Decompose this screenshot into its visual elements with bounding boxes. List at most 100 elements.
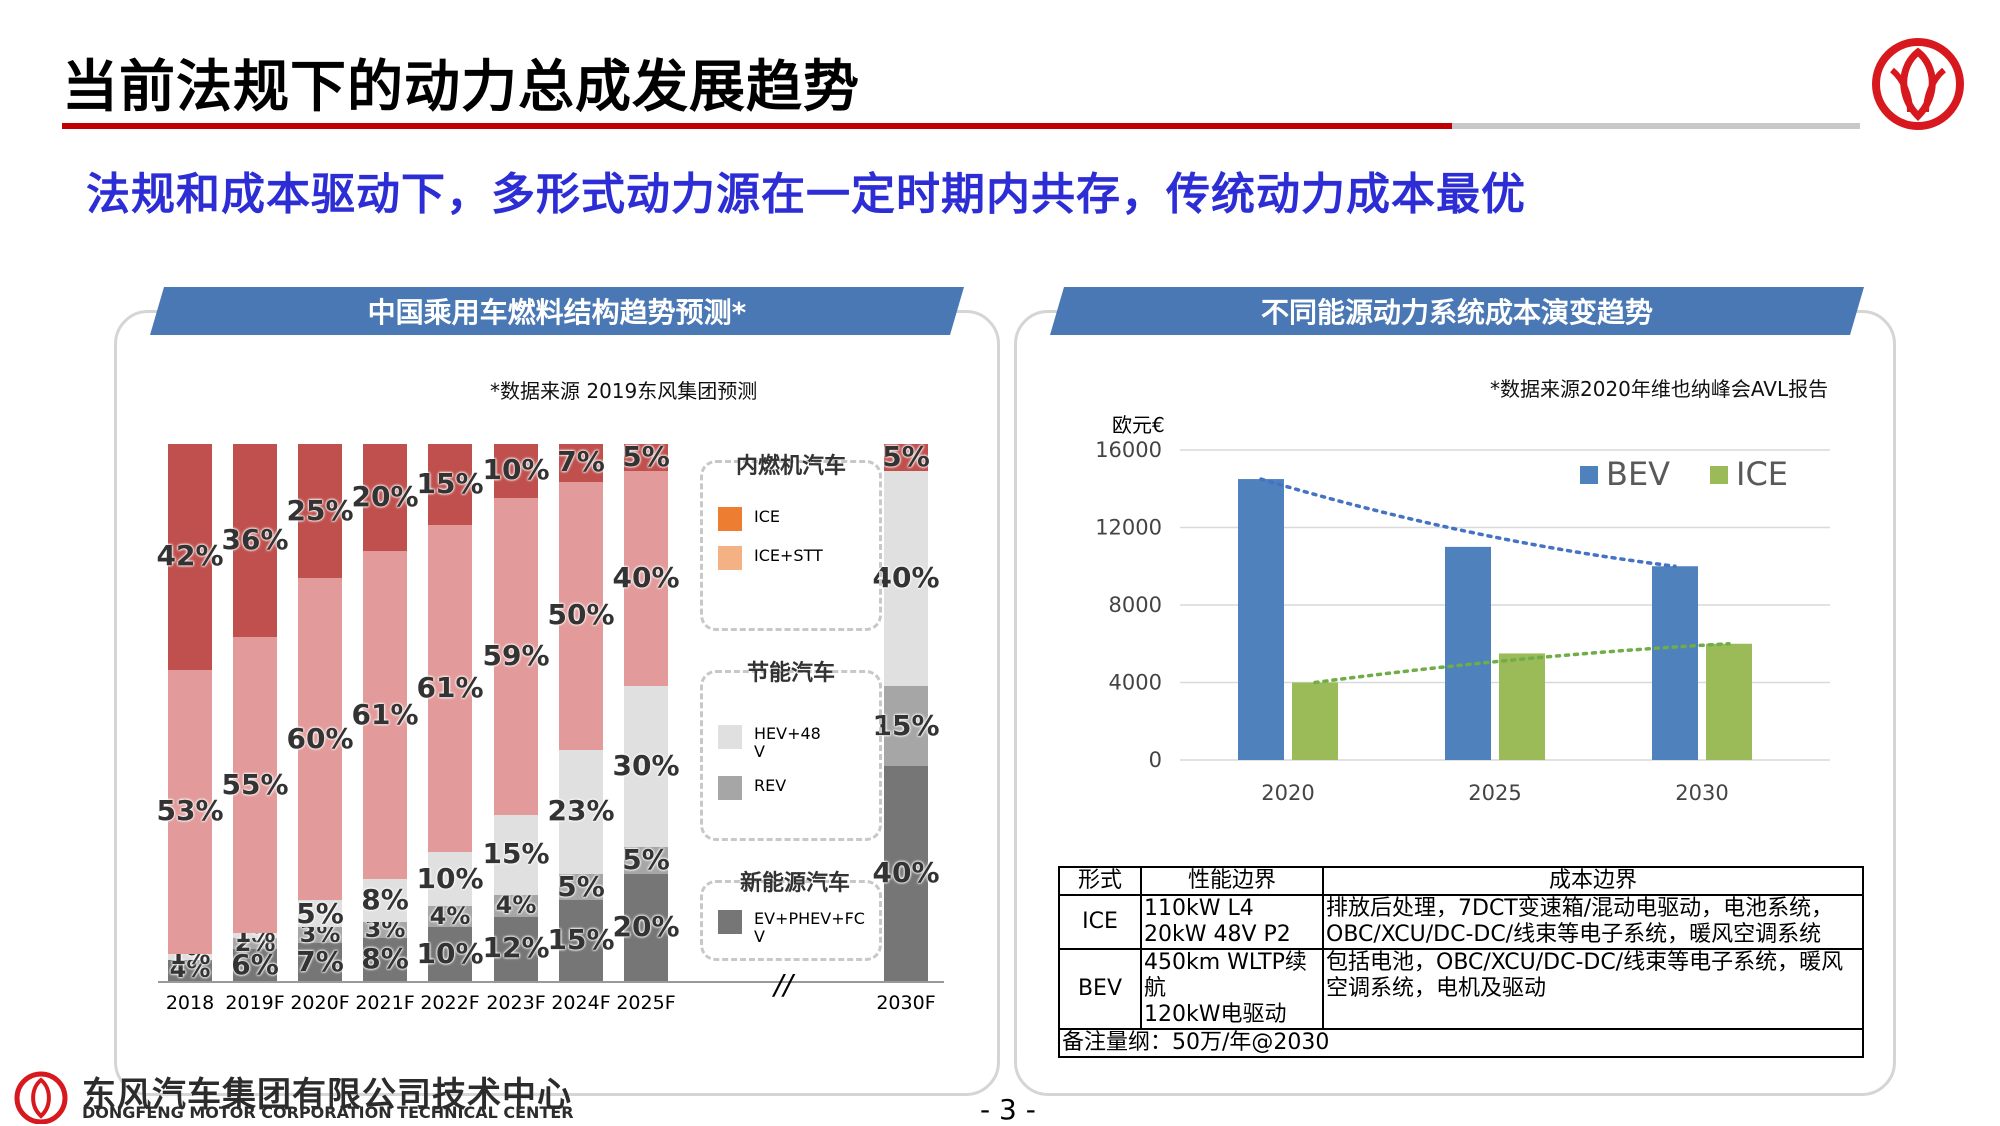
legend-item-hev: HEV+48V	[718, 725, 858, 761]
page-title: 当前法规下的动力总成发展趋势	[62, 55, 860, 120]
dongfeng-logo	[1872, 38, 1964, 130]
bar-segment	[624, 444, 668, 471]
bar-data-label: 4%	[429, 901, 471, 930]
legend-label: ICE	[754, 507, 780, 526]
bar-data-label: 10%	[482, 453, 550, 487]
bar-data-label: 5%	[557, 869, 605, 903]
stack-chart-axis	[158, 981, 944, 983]
bar-data-label: 5%	[882, 440, 930, 474]
x-tick-label: 2021F	[355, 992, 415, 1014]
table-cell-type: BEV	[1058, 948, 1142, 1030]
legend-title-ice: 内燃机汽车	[735, 454, 846, 479]
footer-logo	[14, 1071, 68, 1124]
bar-ice	[1292, 682, 1338, 760]
bar-ice	[1706, 643, 1752, 760]
x-tick-label: 2022F	[420, 992, 480, 1014]
bar-data-label: 61%	[416, 670, 484, 704]
legend-swatch	[718, 546, 742, 570]
bar-data-label: 10%	[416, 861, 484, 895]
legend-swatch	[718, 507, 742, 531]
performance-line: 120kW电驱动	[1144, 1002, 1287, 1027]
bar-segment	[168, 959, 212, 981]
bar-data-label: 4%	[495, 890, 537, 919]
bar-segment	[624, 470, 668, 686]
bar-segment	[233, 444, 277, 638]
bar-segment	[298, 943, 342, 981]
y-tick-label: 4000	[1109, 671, 1162, 695]
x-tick-label: 2025	[1468, 781, 1521, 805]
legend-group-saving	[700, 670, 882, 841]
bar-segment	[168, 444, 212, 670]
bar-data-label: 5%	[296, 896, 344, 930]
right-source-note: *数据来源2020年维也纳峰会AVL报告	[1490, 377, 1829, 401]
table-cell-performance: 110kW L4 20kW 48V P2	[1140, 894, 1324, 950]
bar-segment	[624, 873, 668, 981]
legend-item-ev: EV+PHEV+FCV	[718, 910, 876, 946]
company-name-en: DONGFENG MOTOR CORPORATION TECHNICAL CEN…	[82, 1103, 574, 1122]
bar-data-label: 6%	[231, 947, 279, 981]
bar-data-label: 7%	[296, 944, 344, 978]
performance-line: 110kW L4	[1144, 896, 1254, 921]
bar-data-label: 23%	[547, 794, 615, 828]
bar-segment	[559, 900, 603, 981]
table-cell-performance: 450km WLTP续航 120kW电驱动	[1140, 948, 1324, 1030]
bar-data-label: 60%	[286, 721, 354, 755]
bar-segment	[363, 551, 407, 879]
legend-label: HEV+48V	[754, 724, 821, 761]
y-tick-label: 16000	[1095, 438, 1162, 462]
bar-data-label: 7%	[557, 445, 605, 479]
bar-segment	[494, 444, 538, 498]
bar-data-label: 55%	[221, 767, 289, 801]
bar-segment	[559, 444, 603, 482]
bar-segment	[298, 578, 342, 901]
bar-data-label: 4%	[169, 955, 211, 984]
bar-data-label: 5%	[622, 440, 670, 474]
bar-data-label: 40%	[872, 560, 940, 594]
bar-data-label: 40%	[612, 560, 680, 594]
legend-label: ICE	[1736, 455, 1788, 493]
bar-data-label: 15%	[416, 466, 484, 500]
bar-data-label: 50%	[547, 598, 615, 632]
bar-segment	[168, 669, 212, 955]
bar-segment	[298, 444, 342, 579]
bar-segment	[363, 444, 407, 552]
table-cell-type: ICE	[1058, 894, 1142, 950]
bar-segment	[494, 814, 538, 896]
cost-chart-unit: 欧元€	[1112, 413, 1165, 437]
performance-line: 20kW 48V P2	[1144, 922, 1291, 947]
legend-item-ice: ICE	[718, 507, 780, 531]
table-row: BEV 450km WLTP续航 120kW电驱动 包括电池，OBC/XCU/D…	[1058, 948, 1864, 1030]
legend-swatch	[1580, 466, 1598, 484]
left-source-note: *数据来源 2019东风集团预测	[490, 379, 758, 403]
bar-segment	[298, 927, 342, 944]
legend-swatch	[718, 776, 742, 800]
legend-swatch	[1710, 466, 1728, 484]
bar-data-label: 15%	[872, 708, 940, 742]
y-tick-label: 0	[1149, 748, 1162, 772]
x-tick-label: 2020	[1261, 781, 1314, 805]
bar-segment	[363, 878, 407, 922]
bar-segment	[298, 900, 342, 928]
x-tick-label: 2020F	[290, 992, 350, 1014]
bar-data-label: 12%	[482, 931, 550, 965]
table-header-cell: 性能边界	[1140, 866, 1324, 896]
table-header-cell: 形式	[1058, 866, 1142, 896]
bar-segment	[494, 895, 538, 917]
cost-table: 形式 性能边界 成本边界 ICE 110kW L4 20kW 48V P2 排放…	[1058, 866, 1864, 1058]
bar-bev	[1652, 566, 1698, 760]
legend-label: EV+PHEV+FCV	[754, 909, 865, 946]
legend-item-ice-stt: ICE+STT	[718, 546, 823, 570]
axis-break-mark: //	[774, 968, 793, 1001]
x-tick-label: 2030F	[876, 992, 936, 1014]
bar-segment	[168, 954, 212, 960]
bar-segment	[428, 852, 472, 906]
bar-segment	[428, 927, 472, 981]
x-tick-label: 2018	[165, 992, 215, 1014]
bar-data-label: 25%	[286, 493, 354, 527]
bar-data-label: 61%	[351, 697, 419, 731]
company-name-cn: 东风汽车集团有限公司技术中心	[82, 1075, 572, 1115]
bar-data-label: 42%	[156, 539, 224, 573]
legend-title-saving: 节能汽车	[746, 661, 835, 686]
legend-item-rev: REV	[718, 776, 786, 800]
trendline-ice	[1313, 642, 1731, 685]
